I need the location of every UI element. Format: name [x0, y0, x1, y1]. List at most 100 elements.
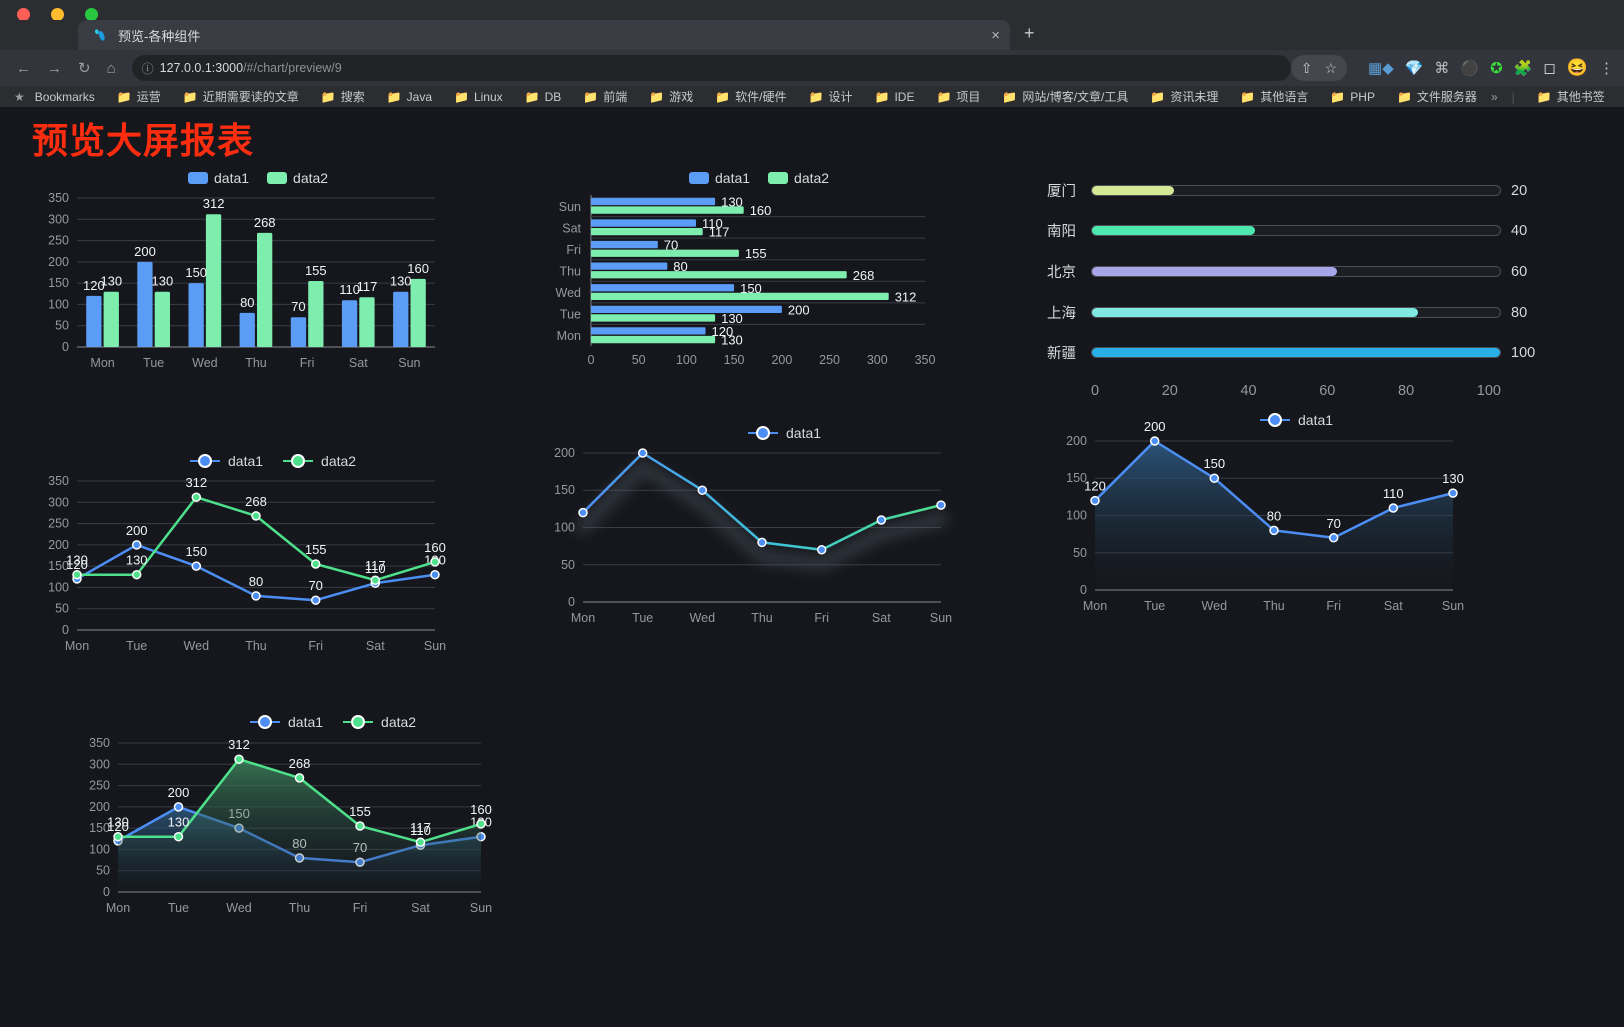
svg-text:Wed: Wed	[556, 286, 582, 300]
svg-text:155: 155	[745, 246, 767, 261]
svg-text:Mon: Mon	[1083, 599, 1107, 613]
svg-text:312: 312	[895, 289, 917, 304]
svg-text:Sat: Sat	[1384, 599, 1403, 613]
svg-text:Thu: Thu	[289, 901, 311, 915]
svg-text:Sun: Sun	[1442, 599, 1464, 613]
svg-text:Mon: Mon	[106, 901, 130, 915]
svg-text:268: 268	[289, 756, 311, 771]
svg-text:100: 100	[48, 297, 69, 311]
svg-text:117: 117	[709, 225, 730, 240]
svg-text:80: 80	[240, 295, 254, 310]
svg-text:0: 0	[62, 623, 69, 637]
svg-text:100: 100	[554, 521, 575, 535]
svg-text:150: 150	[48, 276, 69, 290]
svg-text:130: 130	[107, 815, 129, 830]
svg-text:130: 130	[168, 815, 190, 830]
svg-text:Sat: Sat	[349, 356, 368, 370]
svg-text:Wed: Wed	[226, 901, 252, 915]
svg-text:110: 110	[1383, 486, 1404, 501]
svg-text:Sat: Sat	[562, 221, 581, 235]
svg-text:Sun: Sun	[930, 611, 952, 625]
svg-text:100: 100	[1066, 509, 1087, 523]
svg-text:50: 50	[1073, 546, 1087, 560]
svg-text:70: 70	[664, 238, 678, 253]
svg-text:350: 350	[48, 191, 69, 205]
svg-text:250: 250	[48, 517, 69, 531]
svg-text:100: 100	[676, 353, 697, 367]
svg-text:Thu: Thu	[559, 265, 581, 279]
svg-text:Wed: Wed	[192, 356, 218, 370]
svg-text:0: 0	[103, 885, 110, 899]
svg-text:Sun: Sun	[559, 200, 581, 214]
svg-text:Tue: Tue	[560, 308, 581, 322]
svg-text:312: 312	[228, 737, 250, 752]
svg-text:312: 312	[185, 475, 207, 490]
svg-text:200: 200	[788, 302, 810, 317]
svg-text:200: 200	[554, 446, 575, 460]
svg-text:70: 70	[291, 299, 305, 314]
svg-text:Tue: Tue	[632, 611, 653, 625]
svg-text:300: 300	[867, 353, 888, 367]
svg-text:200: 200	[1066, 434, 1087, 448]
svg-text:160: 160	[750, 203, 772, 218]
svg-text:200: 200	[1144, 419, 1166, 434]
svg-text:50: 50	[632, 353, 646, 367]
svg-text:Thu: Thu	[245, 356, 267, 370]
svg-text:0: 0	[1080, 583, 1087, 597]
svg-text:70: 70	[1326, 516, 1340, 531]
svg-text:155: 155	[305, 263, 327, 278]
svg-text:130: 130	[100, 274, 122, 289]
svg-text:155: 155	[305, 542, 327, 557]
svg-text:130: 130	[1442, 471, 1464, 486]
svg-text:Mon: Mon	[557, 329, 581, 343]
svg-text:100: 100	[89, 842, 110, 856]
svg-text:Wed: Wed	[690, 611, 716, 625]
svg-text:Thu: Thu	[751, 611, 773, 625]
svg-text:80: 80	[249, 574, 263, 589]
svg-text:80: 80	[1267, 508, 1281, 523]
svg-text:150: 150	[554, 483, 575, 497]
svg-text:200: 200	[48, 538, 69, 552]
svg-text:268: 268	[853, 268, 875, 283]
svg-text:117: 117	[357, 279, 378, 294]
svg-text:0: 0	[588, 353, 595, 367]
svg-text:Tue: Tue	[143, 356, 164, 370]
svg-text:Tue: Tue	[168, 901, 189, 915]
svg-text:200: 200	[771, 353, 792, 367]
svg-text:Sun: Sun	[398, 356, 420, 370]
svg-text:50: 50	[55, 602, 69, 616]
svg-text:100: 100	[48, 580, 69, 594]
svg-text:250: 250	[819, 353, 840, 367]
svg-text:Fri: Fri	[566, 243, 581, 257]
svg-text:350: 350	[915, 353, 936, 367]
svg-text:130: 130	[126, 553, 148, 568]
svg-text:Mon: Mon	[571, 611, 595, 625]
svg-text:Fri: Fri	[308, 639, 323, 653]
svg-text:0: 0	[62, 340, 69, 354]
svg-text:Sun: Sun	[424, 639, 446, 653]
svg-text:150: 150	[1203, 456, 1225, 471]
svg-text:130: 130	[66, 553, 88, 568]
svg-text:200: 200	[48, 255, 69, 269]
svg-text:Sat: Sat	[872, 611, 891, 625]
svg-text:117: 117	[365, 558, 386, 573]
svg-text:150: 150	[185, 265, 207, 280]
svg-text:130: 130	[721, 195, 743, 210]
svg-text:Wed: Wed	[184, 639, 210, 653]
svg-text:160: 160	[470, 802, 492, 817]
svg-text:160: 160	[407, 261, 429, 276]
svg-text:155: 155	[349, 804, 371, 819]
svg-text:50: 50	[55, 319, 69, 333]
svg-text:Mon: Mon	[65, 639, 89, 653]
svg-text:Mon: Mon	[90, 356, 114, 370]
svg-text:150: 150	[185, 544, 207, 559]
svg-text:Sat: Sat	[366, 639, 385, 653]
svg-text:268: 268	[254, 215, 276, 230]
svg-text:350: 350	[89, 736, 110, 750]
svg-text:130: 130	[152, 274, 174, 289]
svg-text:150: 150	[740, 281, 762, 296]
svg-text:Fri: Fri	[814, 611, 829, 625]
svg-text:300: 300	[48, 212, 69, 226]
svg-text:200: 200	[134, 244, 156, 259]
svg-text:Fri: Fri	[300, 356, 315, 370]
